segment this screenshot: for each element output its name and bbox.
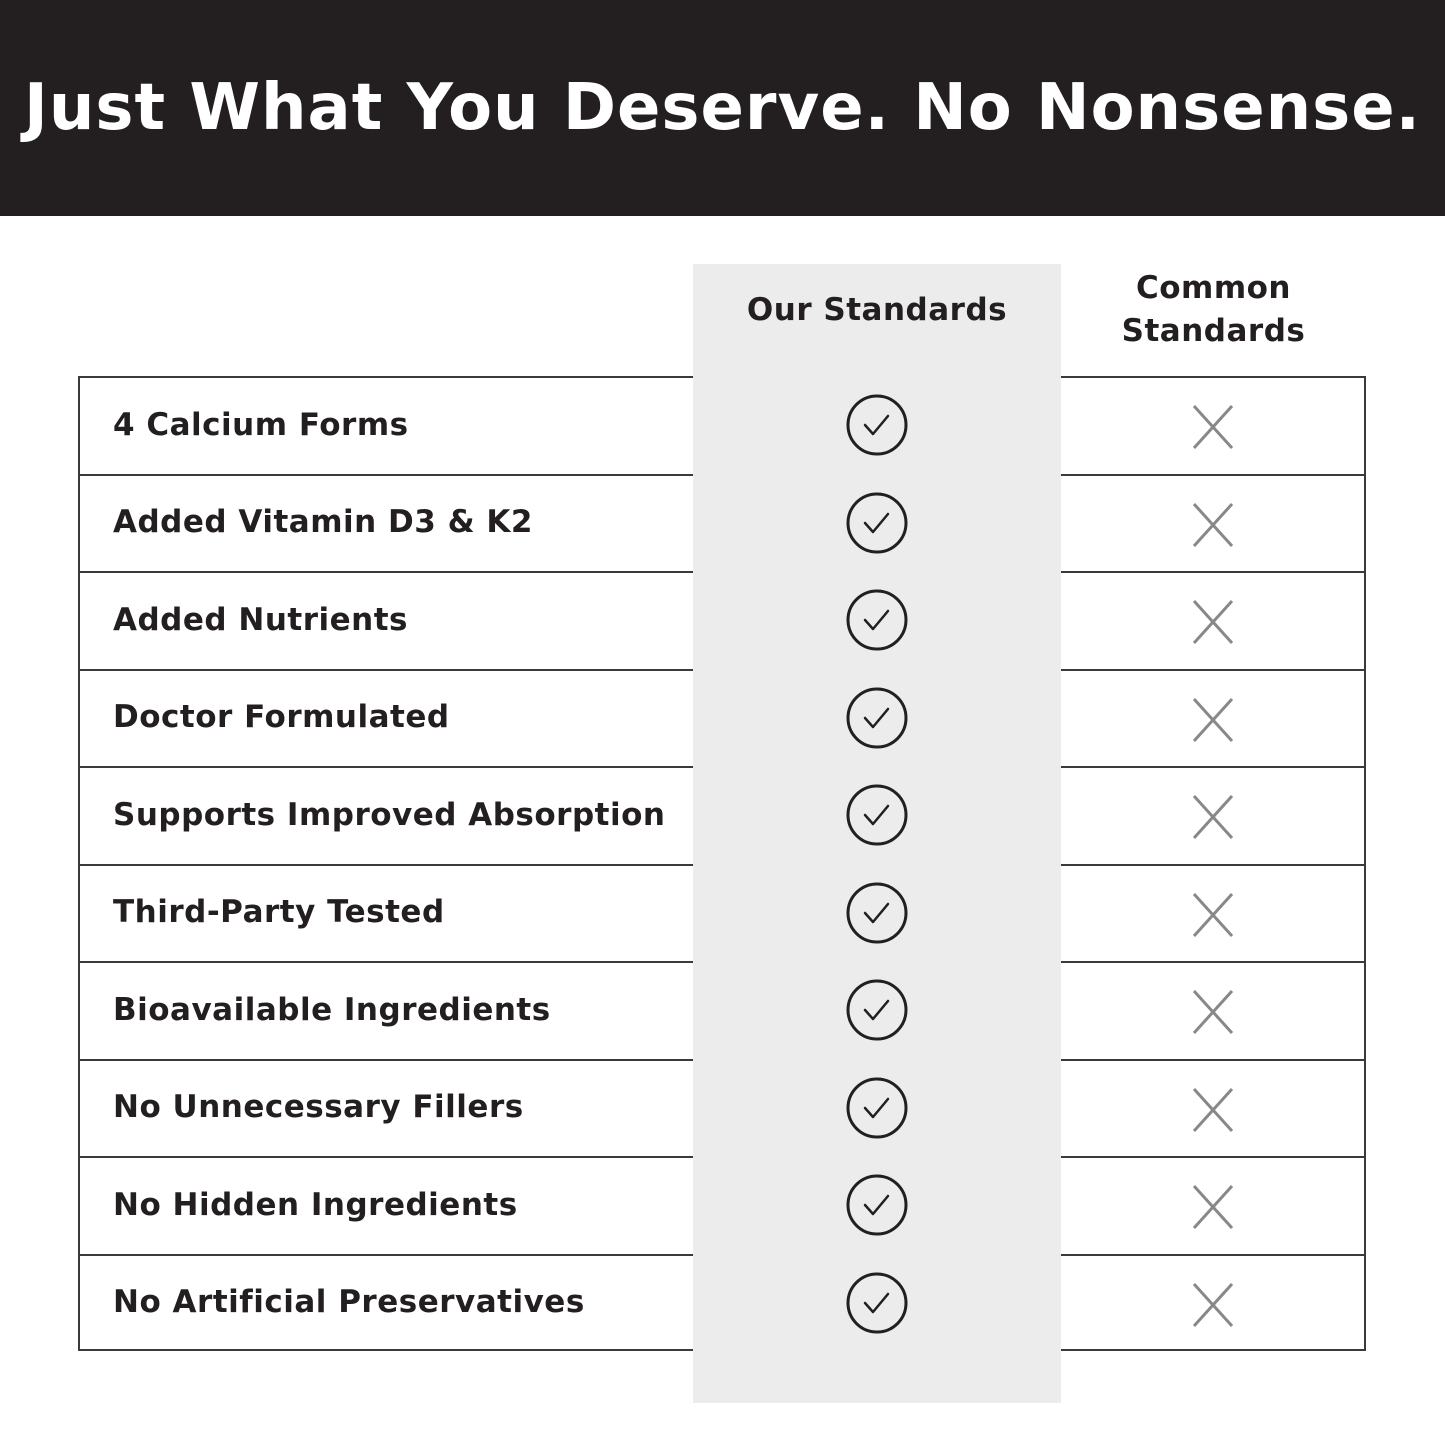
row-label: Doctor Formulated bbox=[113, 699, 450, 736]
row-label: Added Nutrients bbox=[113, 601, 408, 638]
row-right-cell bbox=[1061, 376, 1366, 474]
row-label: 4 Calcium Forms bbox=[113, 406, 409, 443]
column-header-common-standards: Common Standards bbox=[1061, 267, 1366, 353]
row-label: No Artificial Preservatives bbox=[113, 1284, 585, 1321]
table-row: Third-Party Tested bbox=[78, 863, 1366, 961]
row-left-cell bbox=[78, 473, 693, 571]
check-circle-icon bbox=[846, 1272, 908, 1333]
row-left-cell bbox=[78, 668, 693, 766]
row-right-cell bbox=[1061, 1058, 1366, 1156]
row-label: No Unnecessary Fillers bbox=[113, 1089, 524, 1126]
x-icon bbox=[1192, 502, 1234, 547]
row-left-cell bbox=[78, 766, 693, 864]
row-right-cell bbox=[1061, 1156, 1366, 1254]
row-left-cell bbox=[78, 571, 693, 669]
check-circle-icon bbox=[846, 784, 908, 846]
row-label: Third-Party Tested bbox=[113, 894, 445, 931]
x-icon bbox=[1192, 697, 1234, 742]
row-left-cell bbox=[78, 1253, 693, 1351]
row-left-cell bbox=[78, 1156, 693, 1254]
column-header-common-line1: Common bbox=[1135, 270, 1292, 306]
check-circle-icon bbox=[846, 589, 908, 651]
row-left-cell bbox=[78, 1058, 693, 1156]
row-right-cell bbox=[1061, 668, 1366, 766]
table-row: Added Nutrients bbox=[78, 571, 1366, 669]
row-right-cell bbox=[1061, 473, 1366, 571]
row-label: Added Vitamin D3 & K2 bbox=[113, 504, 533, 541]
table-row: No Unnecessary Fillers bbox=[78, 1058, 1366, 1156]
header-banner: Just What You Deserve. No Nonsense. bbox=[0, 0, 1445, 216]
row-left-cell bbox=[78, 376, 693, 474]
table-row: 4 Calcium Forms bbox=[78, 376, 1366, 474]
column-header-our-standards: Our Standards bbox=[746, 292, 1008, 328]
row-label: Bioavailable Ingredients bbox=[113, 991, 551, 1028]
table-row: No Artificial Preservatives bbox=[78, 1253, 1366, 1351]
check-circle-icon bbox=[846, 687, 908, 748]
x-icon bbox=[1192, 404, 1234, 450]
table-row: Supports Improved Absorption bbox=[78, 766, 1366, 864]
column-header-common-line2: Standards bbox=[1121, 313, 1306, 349]
row-right-cell bbox=[1061, 571, 1366, 669]
check-circle-icon bbox=[846, 882, 908, 943]
row-right-cell bbox=[1061, 1253, 1366, 1351]
table-row: Added Vitamin D3 & K2 bbox=[78, 473, 1366, 571]
x-icon bbox=[1192, 599, 1234, 645]
x-icon bbox=[1192, 794, 1234, 840]
page-title: Just What You Deserve. No Nonsense. bbox=[24, 71, 1421, 145]
x-icon bbox=[1192, 1282, 1234, 1327]
row-right-cell bbox=[1061, 961, 1366, 1059]
check-circle-icon bbox=[846, 1077, 908, 1138]
x-icon bbox=[1192, 1087, 1234, 1132]
x-icon bbox=[1192, 892, 1234, 937]
row-left-cell bbox=[78, 961, 693, 1059]
row-right-cell bbox=[1061, 766, 1366, 864]
check-circle-icon bbox=[846, 979, 908, 1041]
row-right-cell bbox=[1061, 863, 1366, 961]
row-label: No Hidden Ingredients bbox=[113, 1186, 518, 1223]
x-icon bbox=[1192, 989, 1234, 1035]
x-icon bbox=[1192, 1184, 1234, 1230]
row-left-cell bbox=[78, 863, 693, 961]
table-row: Doctor Formulated bbox=[78, 668, 1366, 766]
check-circle-icon bbox=[846, 492, 908, 553]
row-label: Supports Improved Absorption bbox=[113, 796, 666, 833]
check-circle-icon bbox=[846, 1174, 908, 1236]
check-circle-icon bbox=[846, 394, 908, 456]
table-row: No Hidden Ingredients bbox=[78, 1156, 1366, 1254]
table-row: Bioavailable Ingredients bbox=[78, 961, 1366, 1059]
